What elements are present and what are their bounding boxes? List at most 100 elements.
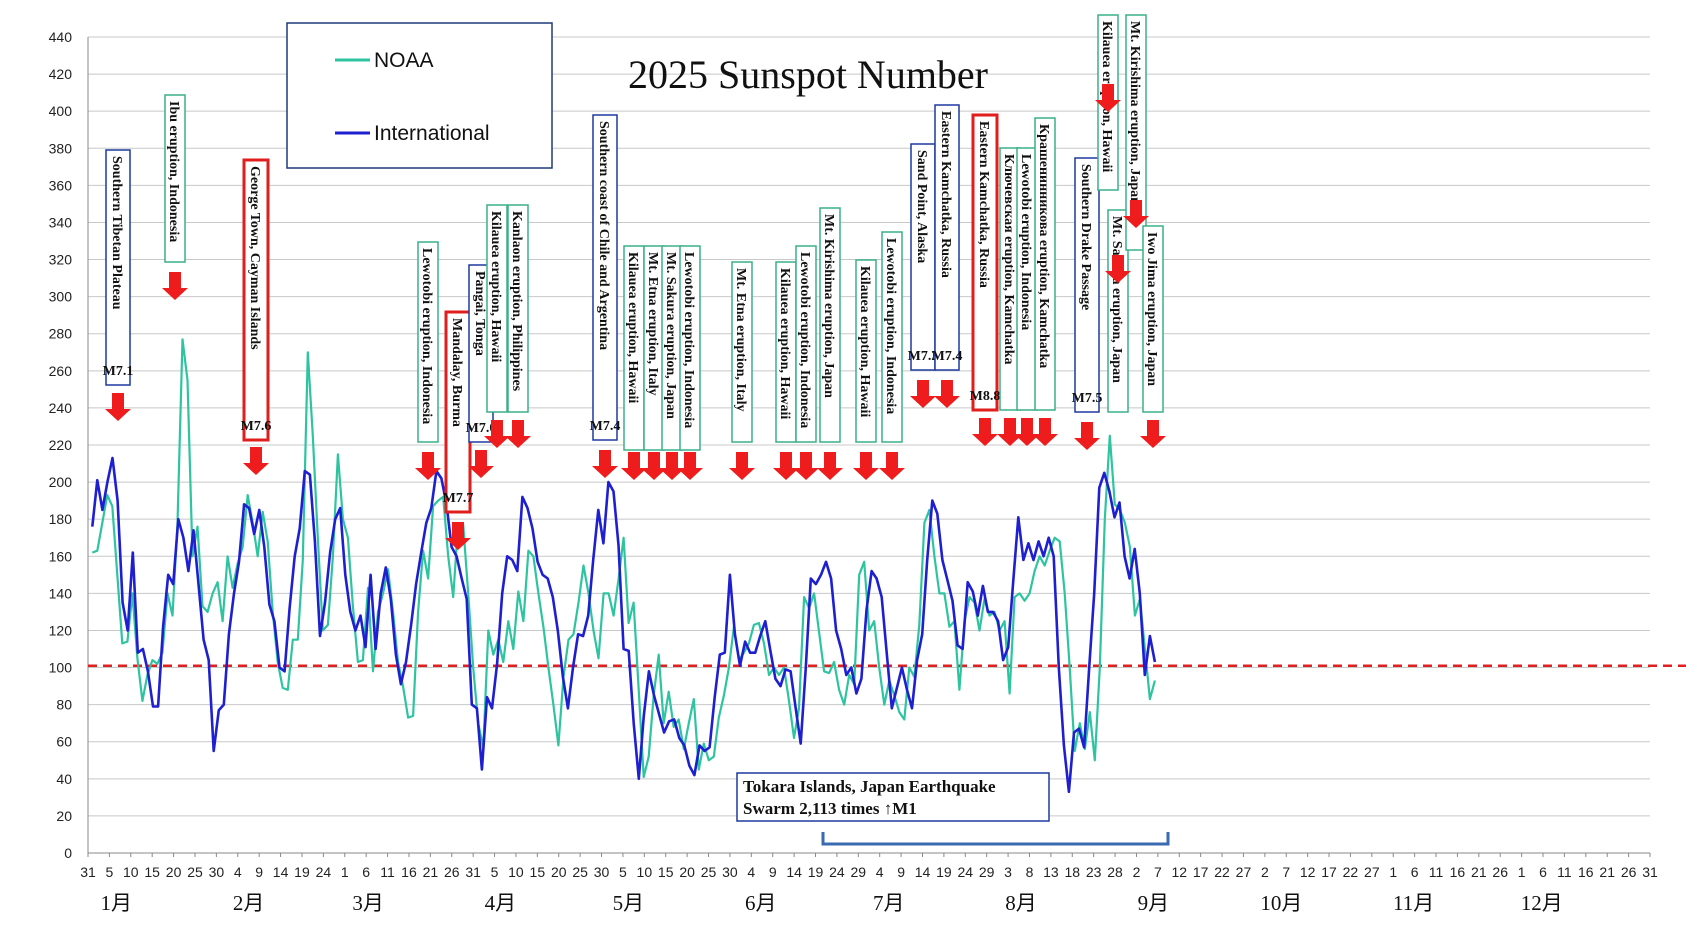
x-tick-label: 4 xyxy=(747,864,755,880)
event-label: Iwo Jima eruption, Japan xyxy=(1144,232,1159,386)
x-tick-label: 2 xyxy=(1133,864,1141,880)
x-tick-label: 4 xyxy=(876,864,884,880)
event-box xyxy=(507,204,529,413)
y-tick-label: 100 xyxy=(49,660,73,676)
event-label: Mt. Sakura eruption, Japan xyxy=(663,252,678,419)
event-annotation: Eastern Kamchatka, Russia M8.8 xyxy=(970,113,1001,446)
event-annotation: Lewotobi eruption, Indonesia xyxy=(677,245,703,480)
x-tick-label: 25 xyxy=(187,864,203,880)
event-magnitude: M7.3 xyxy=(908,349,939,364)
event-label: Eastern Kamchatka, Russia xyxy=(976,121,991,288)
event-annotation: Kilauea eruption, Hawaii xyxy=(1095,14,1121,191)
event-label: Mt. Etna eruption, Italy xyxy=(645,252,660,396)
event-annotation: Kanlaon eruption, Philippines xyxy=(505,204,531,448)
x-tick-label: 22 xyxy=(1343,864,1359,880)
event-arrow-icon xyxy=(1014,418,1040,446)
x-tick-label: 16 xyxy=(1578,864,1594,880)
event-label: Lewotobi eruption, Indonesia xyxy=(1018,154,1033,330)
legend-label-noaa: NOAA xyxy=(374,49,434,72)
month-label: 2月 xyxy=(233,891,265,915)
event-annotation: Ключевская eruption, Kamchatka xyxy=(997,147,1023,446)
event-label: Sand Point, Alaska xyxy=(914,150,929,263)
event-annotation: Sand Point, Alaska M7.3 xyxy=(908,143,939,408)
event-annotations: Southern Tibetan Plateau M7.1 Ibu eruption… xyxy=(103,14,1166,550)
y-tick-label: 400 xyxy=(49,103,73,119)
x-tick-label: 11 xyxy=(1429,864,1444,880)
x-tick-label: 7 xyxy=(1154,864,1162,880)
x-tick-label: 11 xyxy=(380,864,395,880)
y-tick-label: 180 xyxy=(49,511,73,527)
event-arrow-icon xyxy=(415,452,441,480)
event-annotation: Mandalay, Burma M7.7 xyxy=(443,310,473,550)
y-tick-label: 440 xyxy=(49,29,73,45)
x-tick-label: 27 xyxy=(1364,864,1380,880)
x-tick-label: 5 xyxy=(105,864,113,880)
x-tick-label: 5 xyxy=(619,864,627,880)
event-box xyxy=(679,245,701,451)
x-tick-label: 12 xyxy=(1300,864,1316,880)
x-tick-label: 10 xyxy=(123,864,139,880)
x-tick-label: 26 xyxy=(1492,864,1508,880)
x-tick-label: 26 xyxy=(1621,864,1637,880)
x-tick-label: 20 xyxy=(679,864,695,880)
event-box xyxy=(819,207,841,443)
event-magnitude: M8.8 xyxy=(970,389,1001,404)
event-arrow-icon xyxy=(505,420,531,448)
series-line-international xyxy=(91,456,1157,794)
event-label: Kilauea eruption, Hawaii xyxy=(777,268,792,419)
event-label: Lewotobi eruption, Indonesia xyxy=(419,248,434,424)
event-label: Lewotobi eruption, Indonesia xyxy=(797,252,812,428)
event-arrow-icon xyxy=(817,452,843,480)
y-tick-label: 420 xyxy=(49,66,73,82)
event-arrow-icon xyxy=(1074,422,1100,450)
event-annotation: Kilauea eruption, Hawaii xyxy=(773,261,799,480)
x-axis-ticks: 31 5 10 15 20 25 30 4 9 14 19 24 1 6 11 16 21 26 31 5 10 15 20… xyxy=(80,853,1658,880)
x-tick-label: 10 xyxy=(508,864,524,880)
x-tick-label: 21 xyxy=(1471,864,1487,880)
event-arrow-icon xyxy=(729,452,755,480)
x-tick-label: 24 xyxy=(829,864,845,880)
x-tick-label: 30 xyxy=(209,864,225,880)
month-label: 3月 xyxy=(352,891,384,915)
event-arrow-icon xyxy=(934,380,960,408)
event-arrow-icon xyxy=(621,452,647,480)
event-arrow-icon xyxy=(1032,418,1058,446)
event-box xyxy=(486,204,508,413)
x-tick-label: 17 xyxy=(1193,864,1209,880)
series-line-noaa xyxy=(91,338,1156,779)
x-tick-label: 14 xyxy=(273,864,289,880)
x-tick-label: 19 xyxy=(936,864,952,880)
y-tick-label: 60 xyxy=(56,734,72,750)
event-label: Mt. Kirishima eruption, Japan xyxy=(1127,21,1142,205)
y-tick-label: 160 xyxy=(49,548,73,564)
event-magnitude: M7.4 xyxy=(932,349,963,364)
swarm-line-1: Tokara Islands, Japan Earthquake xyxy=(743,777,996,796)
y-tick-label: 240 xyxy=(49,400,73,416)
event-box xyxy=(855,259,877,443)
x-tick-label: 18 xyxy=(1064,864,1080,880)
x-tick-label: 6 xyxy=(362,864,370,880)
event-box xyxy=(1074,157,1100,413)
x-tick-label: 7 xyxy=(1282,864,1290,880)
x-tick-label: 2 xyxy=(1261,864,1269,880)
event-magnitude: M7.0 xyxy=(466,421,497,436)
y-tick-label: 220 xyxy=(49,437,73,453)
month-labels: 1月 2月 3月 4月 5月 6月 7月 8月 9月 10月 11月 12月 xyxy=(101,891,1563,915)
event-box xyxy=(164,94,186,263)
x-tick-label: 14 xyxy=(786,864,802,880)
event-magnitude: M7.4 xyxy=(590,419,621,434)
event-arrow-icon xyxy=(677,452,703,480)
y-tick-label: 80 xyxy=(56,697,72,713)
event-arrow-icon xyxy=(641,452,667,480)
x-tick-label: 26 xyxy=(444,864,460,880)
event-arrow-icon xyxy=(162,272,188,300)
event-label: Lewotobi eruption, Indonesia xyxy=(883,238,898,414)
event-box xyxy=(417,241,439,443)
event-label: Mt. Sakura eruption, Japan xyxy=(1109,216,1124,383)
month-label: 11月 xyxy=(1393,891,1434,915)
event-arrow-icon xyxy=(972,418,998,446)
event-label: Eastern Kamchatka, Russia xyxy=(938,111,953,278)
x-tick-label: 9 xyxy=(255,864,263,880)
